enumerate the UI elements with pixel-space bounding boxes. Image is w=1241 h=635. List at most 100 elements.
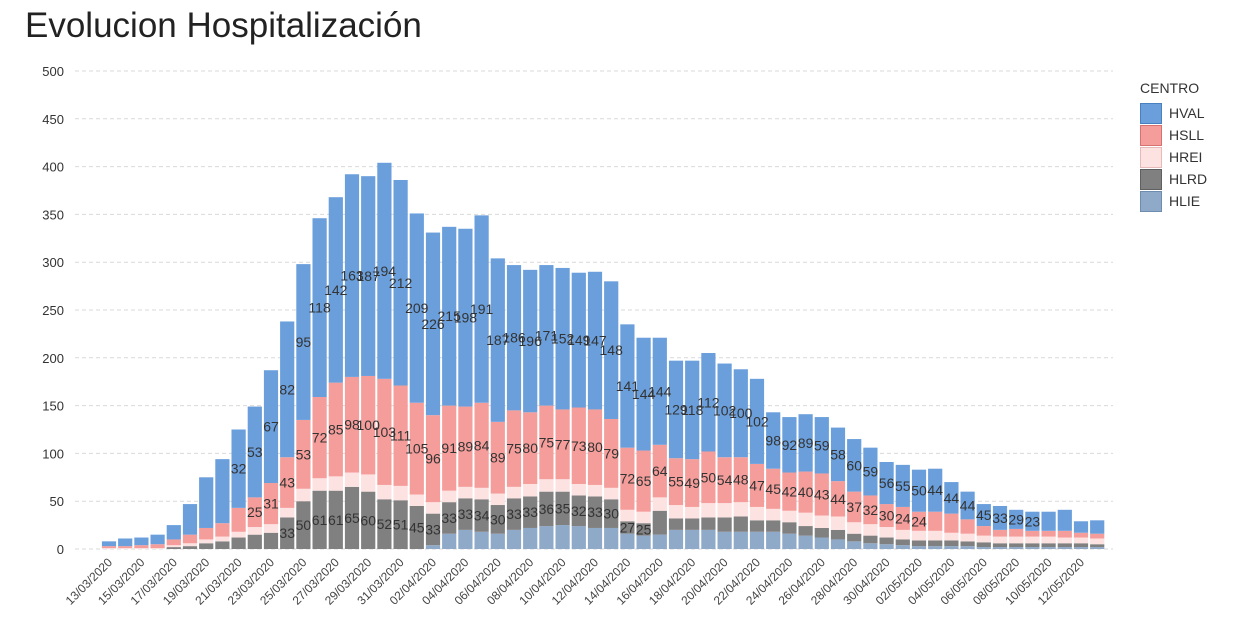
bar-hrei xyxy=(263,524,279,533)
bar-hlrd xyxy=(312,490,327,549)
bar-hlrd xyxy=(523,496,538,528)
bar-hrei xyxy=(798,512,813,527)
bar-hsll xyxy=(749,463,765,507)
bar-hlrd xyxy=(490,505,505,534)
data-labels: 3253678295118142163187194212209226215198… xyxy=(231,263,1041,541)
bar-hsll xyxy=(863,495,878,525)
bar-hrei xyxy=(1057,537,1072,544)
data-label: 65 xyxy=(636,473,652,489)
data-label: 129 xyxy=(664,401,688,417)
data-label: 84 xyxy=(474,437,490,453)
data-label: 89 xyxy=(798,435,814,451)
bar-hrei xyxy=(247,527,262,535)
bar-hsll xyxy=(571,407,586,484)
data-label: 73 xyxy=(571,438,587,454)
bar-hlrd xyxy=(782,522,797,534)
bar-hlrd xyxy=(749,520,765,532)
bar-hlie xyxy=(523,527,538,549)
bar-hlrd xyxy=(247,534,262,549)
bar-hval xyxy=(150,534,165,545)
bar-hval xyxy=(587,271,603,410)
bar-hval xyxy=(555,267,570,410)
bar-hsll xyxy=(717,457,732,504)
bar-hrei xyxy=(1025,536,1040,544)
y-tick-label: 500 xyxy=(42,64,64,79)
bar-hlie xyxy=(442,533,457,549)
bar-hlie xyxy=(652,534,667,549)
data-label: 33 xyxy=(506,506,522,522)
bar-hval xyxy=(101,541,117,547)
data-label: 85 xyxy=(328,422,344,438)
data-label: 80 xyxy=(522,440,538,456)
bar-hlie xyxy=(1073,547,1089,549)
data-label: 59 xyxy=(863,464,879,480)
bar-hval xyxy=(895,464,910,507)
bar-hrei xyxy=(620,509,635,522)
bar-hlrd xyxy=(1025,543,1040,548)
bar-hlie xyxy=(571,526,586,549)
bar-hrei xyxy=(425,502,441,514)
data-label: 149 xyxy=(567,332,591,348)
data-label: 103 xyxy=(373,424,397,440)
bar-hval xyxy=(668,360,684,459)
data-label: 53 xyxy=(247,444,263,460)
bar-hrei xyxy=(604,487,619,500)
bar-hrei xyxy=(636,511,651,524)
bar-hval xyxy=(490,258,505,422)
data-label: 44 xyxy=(830,491,846,507)
bar-hsll xyxy=(344,376,360,473)
bar-hval xyxy=(344,174,360,377)
bar-hsll xyxy=(280,457,295,508)
legend-label: HVAL xyxy=(1169,105,1205,121)
bar-hlrd xyxy=(992,543,1008,548)
data-label: 98 xyxy=(765,432,781,448)
data-label: 118 xyxy=(681,402,704,418)
bar-hlie xyxy=(733,531,748,549)
bar-hrei xyxy=(118,548,133,549)
y-tick-label: 100 xyxy=(42,446,64,461)
data-label: 45 xyxy=(765,481,781,497)
data-label: 35 xyxy=(555,500,571,516)
bar-hsll xyxy=(830,481,846,517)
bar-hval xyxy=(928,468,943,512)
bar-hval xyxy=(766,412,781,469)
data-label: 50 xyxy=(701,469,717,485)
y-tick-label: 300 xyxy=(42,255,64,270)
bar-hlie xyxy=(587,527,603,549)
bar-hlie xyxy=(555,525,570,549)
bar-hlrd xyxy=(328,490,343,549)
bar-hrei xyxy=(749,506,765,521)
bar-hval xyxy=(280,321,295,458)
data-label: 191 xyxy=(470,301,494,317)
data-label: 34 xyxy=(474,508,490,524)
data-label: 118 xyxy=(308,300,331,316)
data-label: 29 xyxy=(1008,511,1024,527)
legend-swatch xyxy=(1140,124,1162,146)
data-label: 55 xyxy=(668,474,684,490)
data-label: 53 xyxy=(296,446,312,462)
bar-hlie xyxy=(1041,547,1056,549)
bar-hval xyxy=(814,417,829,474)
legend-item-hsll: HSLL xyxy=(1140,124,1207,146)
data-label: 49 xyxy=(684,475,700,491)
bar-hval xyxy=(992,505,1008,530)
data-label: 102 xyxy=(713,402,737,418)
bar-hlrd xyxy=(960,541,975,547)
bar-hval xyxy=(409,213,424,403)
bar-hlie xyxy=(911,546,927,549)
bar-hlrd xyxy=(377,499,392,549)
data-label: 44 xyxy=(927,482,943,498)
bar-hrei xyxy=(442,490,457,503)
bar-hlrd xyxy=(571,495,586,527)
data-label: 89 xyxy=(490,450,506,466)
bar-hrei xyxy=(280,507,295,518)
bar-hsll xyxy=(166,539,181,546)
bar-hsll xyxy=(199,527,214,540)
bar-hlrd xyxy=(458,498,473,530)
bar-hval xyxy=(733,369,748,458)
bar-hsll xyxy=(377,378,392,485)
bar-hsll xyxy=(490,421,505,494)
bar-hsll xyxy=(263,483,279,525)
bar-hval xyxy=(361,176,376,376)
